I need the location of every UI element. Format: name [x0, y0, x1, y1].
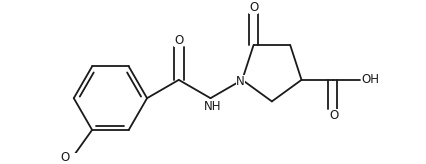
Text: N: N [236, 75, 245, 88]
Text: O: O [60, 151, 69, 164]
Text: NH: NH [204, 100, 221, 113]
Text: O: O [330, 109, 339, 122]
Text: O: O [249, 1, 258, 14]
Text: O: O [174, 34, 184, 47]
Text: OH: OH [361, 73, 380, 86]
